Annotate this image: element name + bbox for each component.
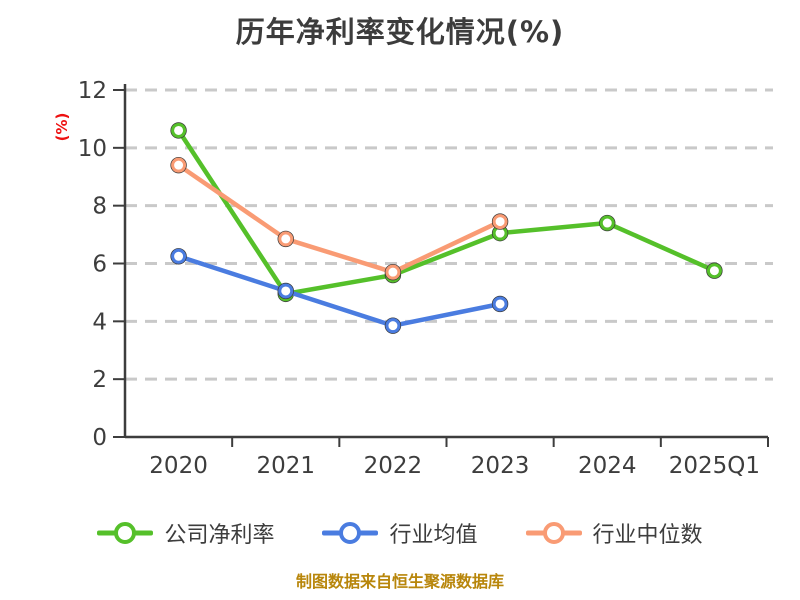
footer-note: 制图数据来自恒生聚源数据库 [295,572,504,591]
marker-edge-company-net-margin-2020 [170,122,187,139]
y-tick-label: 0 [92,425,107,451]
legend: 公司净利率 行业均值 行业中位数 [0,517,800,549]
marker-edge-industry-average-2023 [491,295,509,313]
marker-company-net-margin-2024 [599,215,615,231]
x-tick-label: 2020 [149,453,208,479]
marker-industry-median-2020 [171,157,187,173]
legend-dot-icon [114,522,137,544]
y-tick-label: 8 [92,194,107,220]
marker-industry-average-2023 [492,296,508,312]
x-tick-label: 2022 [364,453,423,479]
line-industry-median [176,162,503,275]
x-tick-label: 2023 [471,453,530,479]
chart-title: 历年净利率变化情况(%) [235,15,565,49]
marker-industry-median-2023 [492,214,508,230]
legend-dot-icon [542,522,565,544]
marker-edge-industry-median-2020 [170,156,187,174]
y-tick-label: 12 [78,78,107,104]
legend-item-industry-average: 行业均值 [322,517,478,549]
marker-industry-average-2020 [171,248,187,264]
marker-industry-median-2022 [385,264,401,280]
marker-edge-industry-median-2023 [491,213,509,230]
marker-edge-industry-average-2021 [277,282,294,300]
legend-marker-icon [322,522,379,544]
legend-label: 公司净利率 [164,523,275,548]
marker-edge-industry-median-2022 [384,263,402,281]
marker-edge-company-net-margin-2025Q1 [706,262,723,279]
legend-dot-icon [339,522,362,544]
marker-industry-average-2021 [278,283,294,299]
marker-edge-industry-average-2020 [170,248,187,265]
x-tick-label: 2024 [578,453,637,479]
legend-label: 行业均值 [389,523,478,548]
line-company-net-margin [176,128,717,297]
legend-marker-icon [525,522,582,544]
legend-marker-icon [97,522,154,544]
line-industry-average [176,254,503,328]
marker-industry-average-2022 [385,318,401,334]
marker-edge-industry-average-2022 [384,317,402,334]
marker-industry-median-2021 [278,231,294,247]
y-tick-label: 6 [92,252,107,278]
legend-item-company-net-margin: 公司净利率 [97,517,274,549]
y-tick-label: 10 [78,136,107,162]
marker-edge-industry-median-2021 [277,230,294,248]
x-tick-label: 2025Q1 [669,453,760,479]
marker-company-net-margin-2025Q1 [706,263,722,279]
marker-edge-company-net-margin-2024 [599,214,616,232]
legend-item-industry-median: 行业中位数 [525,517,703,549]
y-tick-label: 4 [92,309,107,335]
y-tick-label: 2 [92,367,107,393]
marker-company-net-margin-2020 [171,122,187,138]
x-tick-label: 2021 [256,453,315,479]
legend-label: 行业中位数 [592,523,703,548]
